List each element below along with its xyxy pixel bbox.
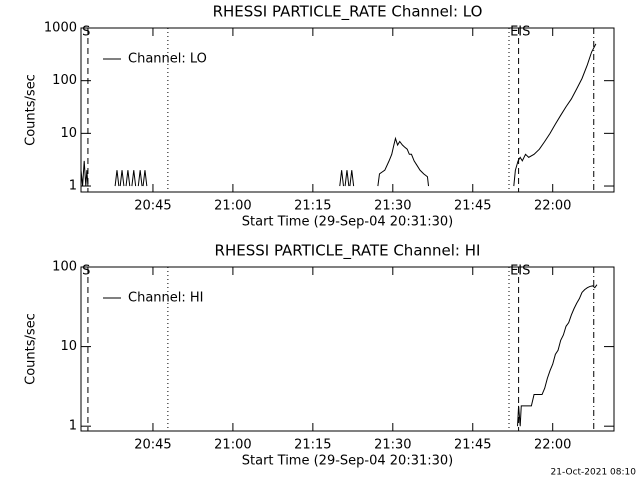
y-axis-label: Counts/sec [24, 74, 39, 146]
x-axis-label: Start Time (29-Sep-04 20:31:30) [242, 454, 453, 469]
y-tick-label: 1000 [44, 21, 77, 36]
event-label: S [82, 25, 90, 40]
event-label: EIS [510, 264, 530, 279]
plot-frame [80, 27, 615, 193]
x-tick-label: 21:30 [374, 438, 411, 453]
x-tick-label: 21:45 [454, 199, 491, 214]
data-line [80, 43, 597, 187]
legend-label: Channel: HI [128, 291, 204, 306]
y-tick-label: 100 [52, 73, 77, 88]
chart-title: RHESSI PARTICLE_RATE Channel: LO [213, 3, 483, 22]
data-line [517, 284, 598, 427]
chart-title: RHESSI PARTICLE_RATE Channel: HI [215, 242, 481, 261]
event-label: EIS [510, 25, 530, 40]
x-tick-label: 21:00 [214, 199, 251, 214]
x-tick-label: 22:00 [534, 199, 571, 214]
x-tick-label: 21:15 [294, 199, 331, 214]
y-tick-label: 10 [60, 339, 77, 354]
event-label: S [82, 264, 90, 279]
x-tick-label: 21:45 [454, 438, 491, 453]
y-axis-label: Counts/sec [24, 313, 39, 385]
footer-timestamp: 21-Oct-2021 08:10 [551, 468, 637, 478]
y-tick-label: 10 [60, 126, 77, 141]
x-axis-label: Start Time (29-Sep-04 20:31:30) [242, 215, 453, 230]
legend-label: Channel: LO [128, 52, 207, 67]
x-tick-label: 21:00 [214, 438, 251, 453]
plot-frame [80, 266, 615, 432]
y-tick-label: 1 [69, 179, 77, 194]
y-tick-label: 1 [69, 419, 77, 434]
y-tick-label: 100 [52, 260, 77, 275]
x-tick-label: 22:00 [534, 438, 571, 453]
x-tick-label: 21:15 [294, 438, 331, 453]
x-tick-label: 20:45 [134, 438, 171, 453]
x-tick-label: 20:45 [134, 199, 171, 214]
x-tick-label: 21:30 [374, 199, 411, 214]
